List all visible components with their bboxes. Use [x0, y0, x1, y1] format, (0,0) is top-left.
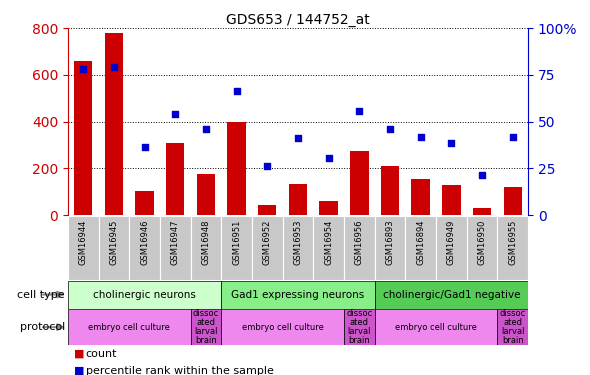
Text: dissoc
ated
larval
brain: dissoc ated larval brain — [193, 309, 219, 345]
Bar — [68, 280, 221, 309]
Bar — [166, 143, 185, 215]
Text: GSM16948: GSM16948 — [201, 219, 211, 265]
Text: percentile rank within the sample: percentile rank within the sample — [86, 366, 273, 375]
Text: count: count — [86, 349, 117, 359]
Bar — [221, 309, 344, 345]
Bar — [467, 216, 497, 280]
Text: GSM16956: GSM16956 — [355, 219, 364, 265]
Bar — [135, 191, 154, 215]
Bar — [104, 33, 123, 215]
Text: dissoc
ated
larval
brain: dissoc ated larval brain — [500, 309, 526, 345]
Bar — [99, 216, 129, 280]
Point — [232, 88, 241, 94]
Point — [385, 126, 395, 132]
Bar — [375, 216, 405, 280]
Text: dissoc
ated
larval
brain: dissoc ated larval brain — [346, 309, 372, 345]
Point — [171, 111, 180, 117]
Bar — [68, 216, 99, 280]
Bar — [313, 216, 344, 280]
Bar — [375, 280, 528, 309]
Bar — [350, 151, 369, 215]
Bar — [283, 216, 313, 280]
Point — [78, 66, 88, 72]
Bar — [497, 216, 528, 280]
Text: embryo cell culture: embryo cell culture — [242, 322, 323, 332]
Point — [355, 108, 364, 114]
Bar — [381, 166, 399, 215]
Text: protocol: protocol — [19, 322, 65, 332]
Point — [293, 135, 303, 141]
Bar — [503, 187, 522, 215]
Text: GSM16947: GSM16947 — [171, 219, 180, 265]
Text: GSM16946: GSM16946 — [140, 219, 149, 265]
Bar — [191, 216, 221, 280]
Bar — [344, 216, 375, 280]
Text: GSM16952: GSM16952 — [263, 219, 272, 265]
Bar — [191, 309, 221, 345]
Text: GSM16950: GSM16950 — [477, 219, 487, 265]
Text: GSM16893: GSM16893 — [385, 219, 395, 265]
Bar — [473, 208, 491, 215]
Title: GDS653 / 144752_at: GDS653 / 144752_at — [226, 13, 370, 27]
Bar — [74, 61, 93, 215]
Point — [508, 134, 517, 140]
Bar — [258, 205, 277, 215]
Text: Gad1 expressing neurons: Gad1 expressing neurons — [231, 290, 365, 300]
Point — [416, 134, 425, 140]
Point — [324, 155, 333, 161]
Bar — [227, 122, 246, 215]
Bar — [319, 201, 338, 215]
Bar — [68, 309, 191, 345]
Point — [447, 140, 456, 146]
Point — [201, 126, 211, 132]
Point — [477, 172, 487, 178]
Text: ■: ■ — [74, 366, 84, 375]
Text: cell type: cell type — [17, 290, 65, 300]
Text: GSM16953: GSM16953 — [293, 219, 303, 265]
Text: GSM16945: GSM16945 — [109, 219, 119, 265]
Bar — [436, 216, 467, 280]
Bar — [289, 184, 307, 215]
Point — [263, 163, 272, 169]
Text: ■: ■ — [74, 349, 84, 359]
Bar — [221, 216, 252, 280]
Bar — [344, 309, 375, 345]
Bar — [411, 179, 430, 215]
Bar — [196, 174, 215, 215]
Text: cholinergic neurons: cholinergic neurons — [93, 290, 196, 300]
Point — [109, 64, 119, 70]
Bar — [497, 309, 528, 345]
Text: embryo cell culture: embryo cell culture — [395, 322, 477, 332]
Point — [140, 144, 149, 150]
Text: cholinergic/Gad1 negative: cholinergic/Gad1 negative — [382, 290, 520, 300]
Text: GSM16954: GSM16954 — [324, 219, 333, 265]
Bar — [405, 216, 436, 280]
Bar — [252, 216, 283, 280]
Bar — [375, 309, 497, 345]
Text: embryo cell culture: embryo cell culture — [88, 322, 170, 332]
Text: GSM16955: GSM16955 — [508, 219, 517, 265]
Text: GSM16951: GSM16951 — [232, 219, 241, 265]
Text: GSM16944: GSM16944 — [78, 219, 88, 265]
Text: GSM16949: GSM16949 — [447, 219, 456, 265]
Bar — [129, 216, 160, 280]
Bar — [221, 280, 375, 309]
Bar — [160, 216, 191, 280]
Bar — [442, 185, 461, 215]
Text: GSM16894: GSM16894 — [416, 219, 425, 265]
